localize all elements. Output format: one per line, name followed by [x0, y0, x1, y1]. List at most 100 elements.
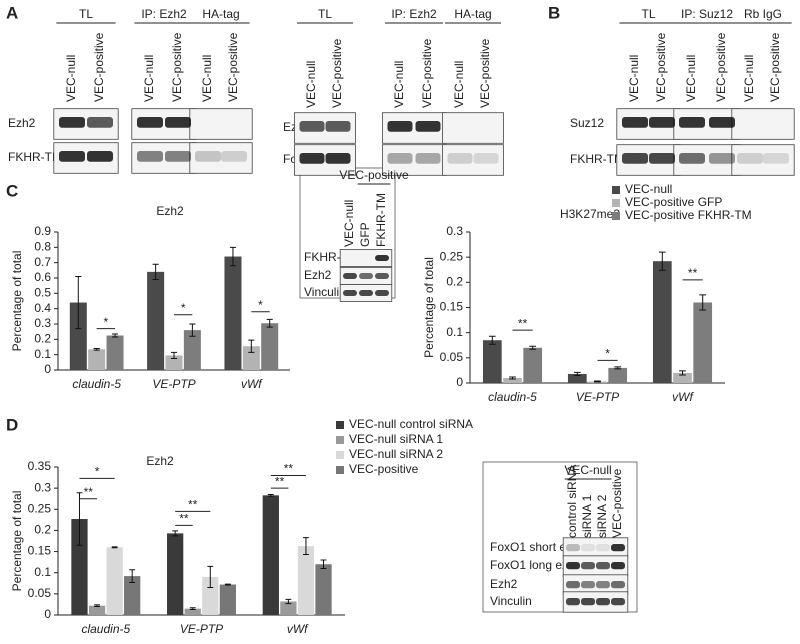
error-bar: [509, 376, 516, 380]
lane-label: VEC-positive: [654, 32, 668, 102]
y-tick-label: 0.15: [28, 544, 52, 558]
y-tick-label: 0: [456, 375, 463, 389]
error-bar: [111, 333, 119, 338]
band: [447, 153, 473, 164]
bar: [147, 271, 165, 370]
x-tick-label: vWf: [287, 622, 309, 636]
lane-label: VEC-null: [142, 55, 156, 102]
row-label: Ezh2: [8, 116, 36, 130]
band: [375, 255, 389, 261]
group-title: HA-tag: [454, 7, 491, 21]
error-bar: [658, 251, 666, 271]
band: [473, 153, 499, 164]
band: [137, 151, 163, 162]
band: [387, 121, 413, 132]
group-title: Rb IgG: [744, 7, 782, 21]
row-label: FKHR-TM: [8, 150, 62, 164]
significance-label: *: [95, 465, 100, 479]
blot-strip: [382, 144, 446, 176]
y-tick-label: 0.25: [28, 501, 52, 515]
lane-label: VEC-positive: [330, 38, 344, 108]
error-bar: [248, 339, 255, 353]
x-tick-label: VE-PTP: [576, 390, 619, 404]
y-axis-label: Percentage of total: [422, 257, 436, 358]
bar: [315, 564, 332, 615]
y-tick-label: 0: [44, 362, 51, 376]
significance-label: **: [84, 485, 94, 499]
blot-strip: [339, 249, 393, 267]
group-title: IP: Ezh2: [391, 7, 437, 21]
y-axis-label: Percentage of total: [10, 251, 24, 352]
blot-strip: [442, 112, 504, 144]
band: [343, 290, 357, 296]
legend-swatch: [336, 451, 344, 459]
row-label: Ezh2: [490, 577, 518, 591]
y-tick-label: 0.1: [446, 325, 463, 339]
bar: [262, 495, 279, 615]
band: [195, 151, 221, 162]
error-bar: [170, 351, 178, 359]
band: [87, 117, 113, 128]
bar: [106, 335, 124, 370]
lane-label: siRNA 2: [595, 494, 609, 538]
error-bar: [229, 246, 237, 267]
bar: [523, 347, 543, 383]
band: [221, 151, 247, 162]
error-bar: [679, 370, 686, 376]
band: [415, 153, 441, 164]
error-bar: [224, 583, 231, 586]
lane-label: VEC-positive: [610, 468, 624, 538]
significance-label: **: [688, 266, 698, 280]
error-bar: [614, 366, 622, 370]
x-tick-label: claudin-5: [81, 622, 130, 636]
lane-label: VEC-null: [627, 55, 641, 102]
y-tick-label: 0.35: [28, 459, 52, 473]
x-tick-label: claudin-5: [72, 377, 121, 391]
y-tick-label: 0.15: [440, 300, 464, 314]
panel-label: D: [6, 415, 18, 434]
blot-strip: [189, 142, 253, 174]
significance-label: *: [258, 298, 263, 312]
bar: [503, 377, 522, 383]
lane-label: control siRNA: [565, 465, 579, 538]
bar: [106, 547, 123, 615]
row-label: Ezh2: [304, 268, 332, 282]
blot-strip: [442, 144, 504, 176]
bar: [88, 349, 106, 370]
error-bar: [303, 537, 309, 556]
x-tick-label: VE-PTP: [152, 377, 195, 391]
lane-label: VEC-positive: [768, 32, 782, 102]
band: [596, 544, 610, 552]
panel-label: A: [6, 3, 18, 22]
y-tick-label: 0.3: [34, 480, 51, 494]
error-bar: [529, 345, 537, 350]
band: [566, 544, 580, 552]
error-bar: [266, 318, 273, 328]
error-bar: [94, 604, 100, 608]
bar: [167, 533, 184, 615]
error-bar: [111, 546, 118, 549]
lane-label: VEC-positive: [714, 32, 728, 102]
significance-label: *: [104, 315, 109, 329]
lane-label: VEC-null: [342, 200, 356, 247]
bar: [261, 323, 279, 370]
y-tick-label: 0.2: [446, 275, 463, 289]
band: [709, 153, 735, 164]
bar: [242, 346, 260, 370]
band: [325, 121, 351, 132]
lane-label: VEC-null: [200, 55, 214, 102]
y-tick-label: 0.5: [34, 286, 51, 300]
y-tick-label: 0.2: [34, 523, 51, 537]
lane-label: VEC-null: [304, 61, 318, 108]
group-title: HA-tag: [202, 7, 239, 21]
group-title: VEC-null: [564, 463, 611, 477]
legend-swatch: [612, 186, 620, 194]
significance-label: *: [605, 347, 610, 361]
legend-swatch: [336, 466, 344, 474]
band: [611, 581, 625, 589]
bar: [224, 256, 242, 370]
y-tick-label: 0.3: [34, 316, 51, 330]
band: [581, 562, 595, 570]
x-tick-label: VE-PTP: [180, 622, 223, 636]
error-bar: [172, 530, 179, 537]
